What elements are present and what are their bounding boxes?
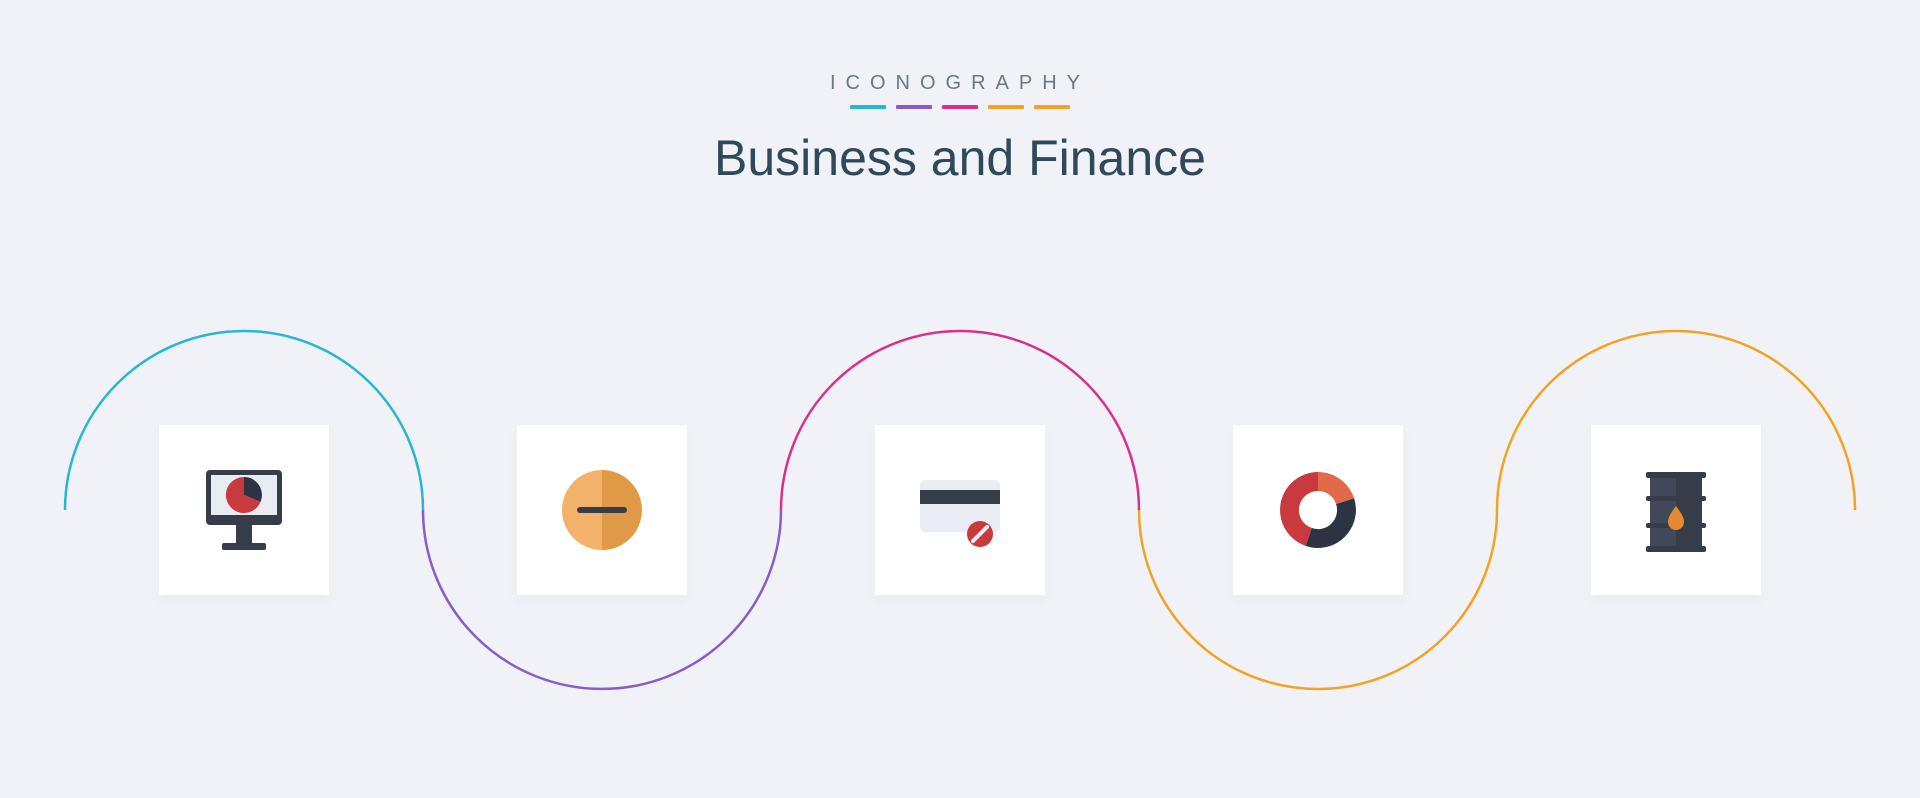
icon-card <box>875 425 1045 595</box>
card-row <box>0 280 1920 740</box>
minus-circle-icon <box>552 460 652 560</box>
oil-barrel-icon <box>1626 460 1726 560</box>
icon-card <box>159 425 329 595</box>
brand-label: ICONOGRAPHY <box>714 72 1206 95</box>
header: ICONOGRAPHY Business and Finance <box>714 72 1206 187</box>
icon-card <box>1591 425 1761 595</box>
icon-stage <box>0 280 1920 740</box>
monitor-pie-chart-icon <box>194 460 294 560</box>
underline-dash <box>850 105 886 109</box>
credit-card-blocked-icon <box>910 460 1010 560</box>
donut-chart-icon <box>1268 460 1368 560</box>
underline-dash <box>942 105 978 109</box>
brand-underline <box>714 105 1206 109</box>
underline-dash <box>896 105 932 109</box>
underline-dash <box>1034 105 1070 109</box>
page-title: Business and Finance <box>714 129 1206 187</box>
icon-card <box>517 425 687 595</box>
underline-dash <box>988 105 1024 109</box>
icon-card <box>1233 425 1403 595</box>
